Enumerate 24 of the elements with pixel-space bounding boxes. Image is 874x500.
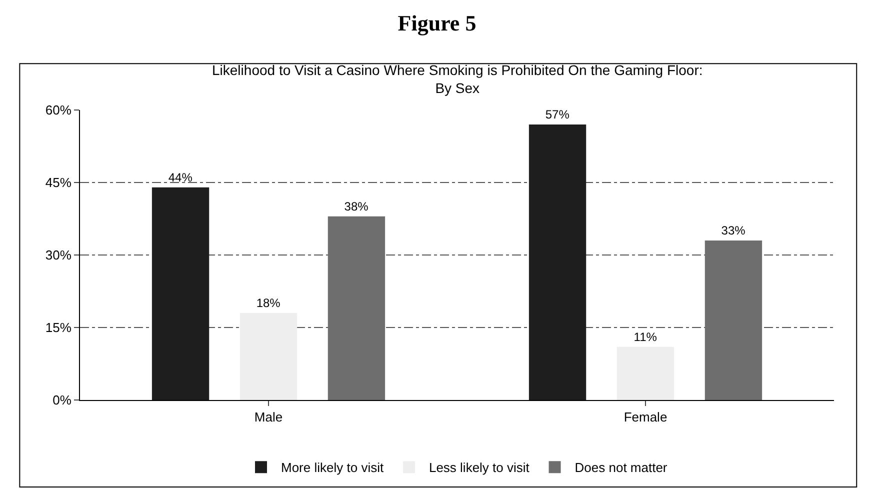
y-tick-label: 15% (45, 320, 72, 336)
bar (528, 124, 586, 400)
bar (240, 313, 298, 400)
y-tick-label: 0% (52, 392, 72, 408)
y-tick-label: 30% (45, 248, 72, 263)
y-tick-label: 45% (45, 175, 72, 190)
y-tick-label: 60% (45, 102, 72, 118)
legend-label: Less likely to visit (428, 460, 530, 476)
legend-label: Does not matter (574, 460, 668, 476)
data-label: 33% (721, 224, 746, 238)
chart-subtitle: Likelihood to Visit a Casino Where Smoking is Prohibited On the Gaming Floor: By Sex (212, 62, 703, 96)
data-label: 38% (344, 199, 369, 214)
x-tick-label: Female (624, 410, 668, 425)
legend-label: More likely to visit (281, 460, 384, 476)
x-tick-label: Male (254, 410, 283, 425)
bar (152, 187, 210, 400)
bar (616, 346, 674, 400)
bar (704, 240, 762, 400)
chart-title: Figure 5 (398, 10, 476, 36)
data-label: 11% (634, 330, 658, 344)
bar (328, 216, 386, 400)
data-label: 18% (256, 296, 281, 310)
data-label: 57% (545, 108, 570, 122)
data-label: 44% (168, 170, 193, 184)
